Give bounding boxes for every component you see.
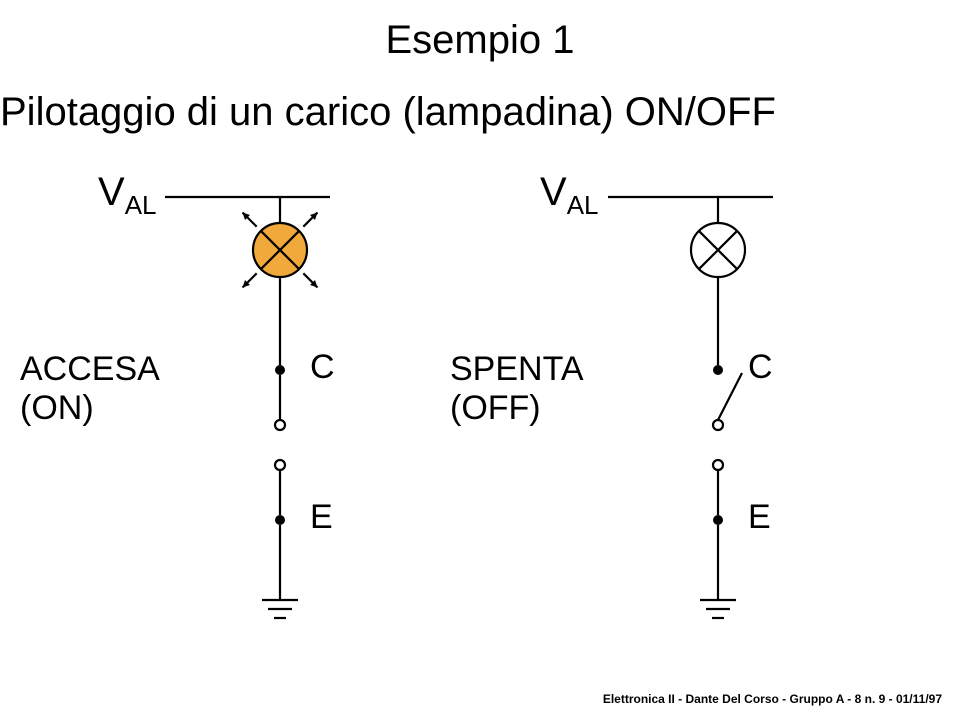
circuit-diagram — [0, 0, 960, 716]
